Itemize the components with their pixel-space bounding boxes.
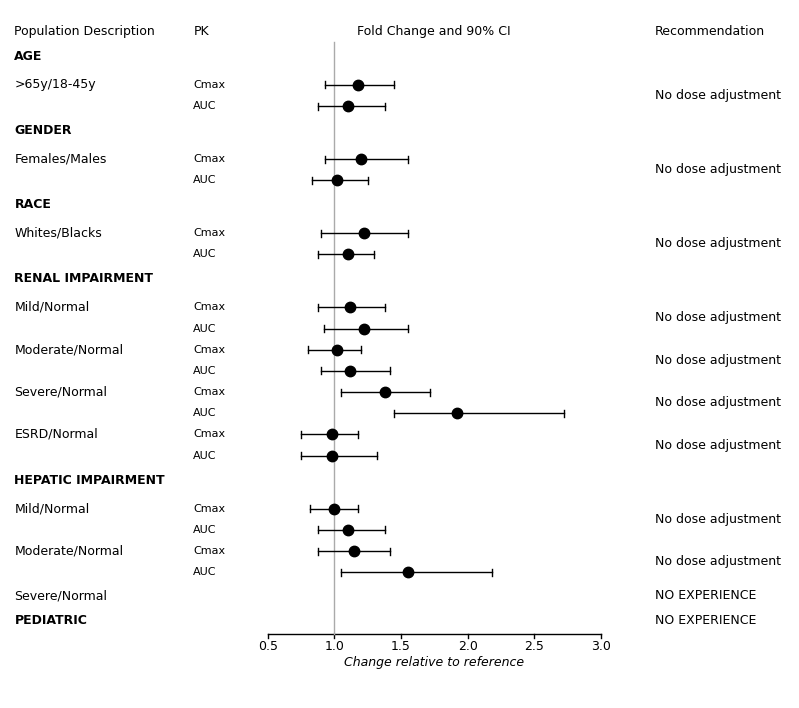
Text: NO EXPERIENCE: NO EXPERIENCE xyxy=(655,615,757,627)
Text: Moderate/Normal: Moderate/Normal xyxy=(14,343,124,356)
Text: Population Description: Population Description xyxy=(14,25,155,38)
Text: AUC: AUC xyxy=(193,567,217,577)
Text: No dose adjustment: No dose adjustment xyxy=(655,312,781,324)
Text: >65y/18-45y: >65y/18-45y xyxy=(14,79,96,91)
Text: No dose adjustment: No dose adjustment xyxy=(655,438,781,452)
Text: Change relative to reference: Change relative to reference xyxy=(344,656,524,668)
Text: No dose adjustment: No dose adjustment xyxy=(655,396,781,409)
Text: Recommendation: Recommendation xyxy=(655,25,765,38)
Text: No dose adjustment: No dose adjustment xyxy=(655,163,781,176)
Text: 0.5: 0.5 xyxy=(257,639,278,653)
Text: AUC: AUC xyxy=(193,366,217,376)
Text: Cmax: Cmax xyxy=(193,302,225,312)
Text: RACE: RACE xyxy=(14,198,51,211)
Text: Cmax: Cmax xyxy=(193,430,225,440)
Text: Cmax: Cmax xyxy=(193,345,225,355)
Text: AUC: AUC xyxy=(193,101,217,111)
Text: 1.5: 1.5 xyxy=(391,639,411,653)
Text: 3.0: 3.0 xyxy=(591,639,610,653)
Text: Moderate/Normal: Moderate/Normal xyxy=(14,544,124,557)
Text: NO EXPERIENCE: NO EXPERIENCE xyxy=(655,589,757,602)
Text: Cmax: Cmax xyxy=(193,546,225,556)
Text: AUC: AUC xyxy=(193,409,217,418)
Text: No dose adjustment: No dose adjustment xyxy=(655,513,781,526)
Text: Mild/Normal: Mild/Normal xyxy=(14,502,89,515)
Text: Fold Change and 90% CI: Fold Change and 90% CI xyxy=(357,25,511,38)
Text: Cmax: Cmax xyxy=(193,503,225,513)
Text: PK: PK xyxy=(193,25,209,38)
Text: 2.0: 2.0 xyxy=(458,639,478,653)
Text: Cmax: Cmax xyxy=(193,387,225,397)
Text: 2.5: 2.5 xyxy=(524,639,544,653)
Text: Mild/Normal: Mild/Normal xyxy=(14,301,89,314)
Text: Cmax: Cmax xyxy=(193,228,225,238)
Text: Severe/Normal: Severe/Normal xyxy=(14,589,107,602)
Text: Females/Males: Females/Males xyxy=(14,152,107,166)
Text: No dose adjustment: No dose adjustment xyxy=(655,237,781,250)
Text: AGE: AGE xyxy=(14,50,43,63)
Text: ESRD/Normal: ESRD/Normal xyxy=(14,428,98,441)
Text: AUC: AUC xyxy=(193,175,217,185)
Text: No dose adjustment: No dose adjustment xyxy=(655,89,781,102)
Text: Cmax: Cmax xyxy=(193,154,225,164)
Text: No dose adjustment: No dose adjustment xyxy=(655,555,781,568)
Text: No dose adjustment: No dose adjustment xyxy=(655,354,781,367)
Text: AUC: AUC xyxy=(193,451,217,461)
Text: 1.0: 1.0 xyxy=(324,639,344,653)
Text: AUC: AUC xyxy=(193,249,217,259)
Text: RENAL IMPAIRMENT: RENAL IMPAIRMENT xyxy=(14,273,153,285)
Text: AUC: AUC xyxy=(193,324,217,333)
Text: PEDIATRIC: PEDIATRIC xyxy=(14,615,87,627)
Text: AUC: AUC xyxy=(193,525,217,535)
Text: HEPATIC IMPAIRMENT: HEPATIC IMPAIRMENT xyxy=(14,474,165,486)
Text: Cmax: Cmax xyxy=(193,80,225,90)
Text: Whites/Blacks: Whites/Blacks xyxy=(14,227,102,240)
Text: Severe/Normal: Severe/Normal xyxy=(14,386,107,399)
Text: GENDER: GENDER xyxy=(14,124,72,137)
